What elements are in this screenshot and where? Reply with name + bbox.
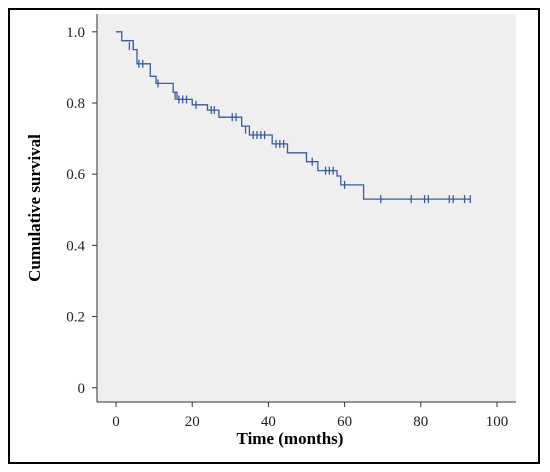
y-tick-label: 0 — [78, 381, 86, 397]
y-tick-label: 0.4 — [66, 238, 85, 254]
x-axis-title: Time (months) — [237, 429, 344, 448]
x-tick-label: 0 — [112, 414, 120, 430]
x-tick-label: 100 — [486, 414, 509, 430]
x-ticks: 0 20 40 60 80 100 — [112, 402, 508, 430]
y-tick-label: 1.0 — [66, 25, 85, 41]
y-tick-label: 0.6 — [66, 167, 85, 183]
x-tick-label: 60 — [337, 414, 352, 430]
x-tick-label: 80 — [413, 414, 428, 430]
x-tick-label: 20 — [185, 414, 200, 430]
censor-marks — [128, 42, 471, 204]
survival-step-line — [116, 31, 471, 200]
plot-area — [97, 14, 516, 402]
y-ticks: 0 0.2 0.4 0.6 0.8 1.0 — [66, 25, 97, 397]
x-tick-label: 40 — [261, 414, 276, 430]
y-tick-label: 0.2 — [66, 310, 85, 326]
y-axis-title: Cumulative survival — [25, 134, 44, 282]
y-tick-label: 0.8 — [66, 96, 85, 112]
